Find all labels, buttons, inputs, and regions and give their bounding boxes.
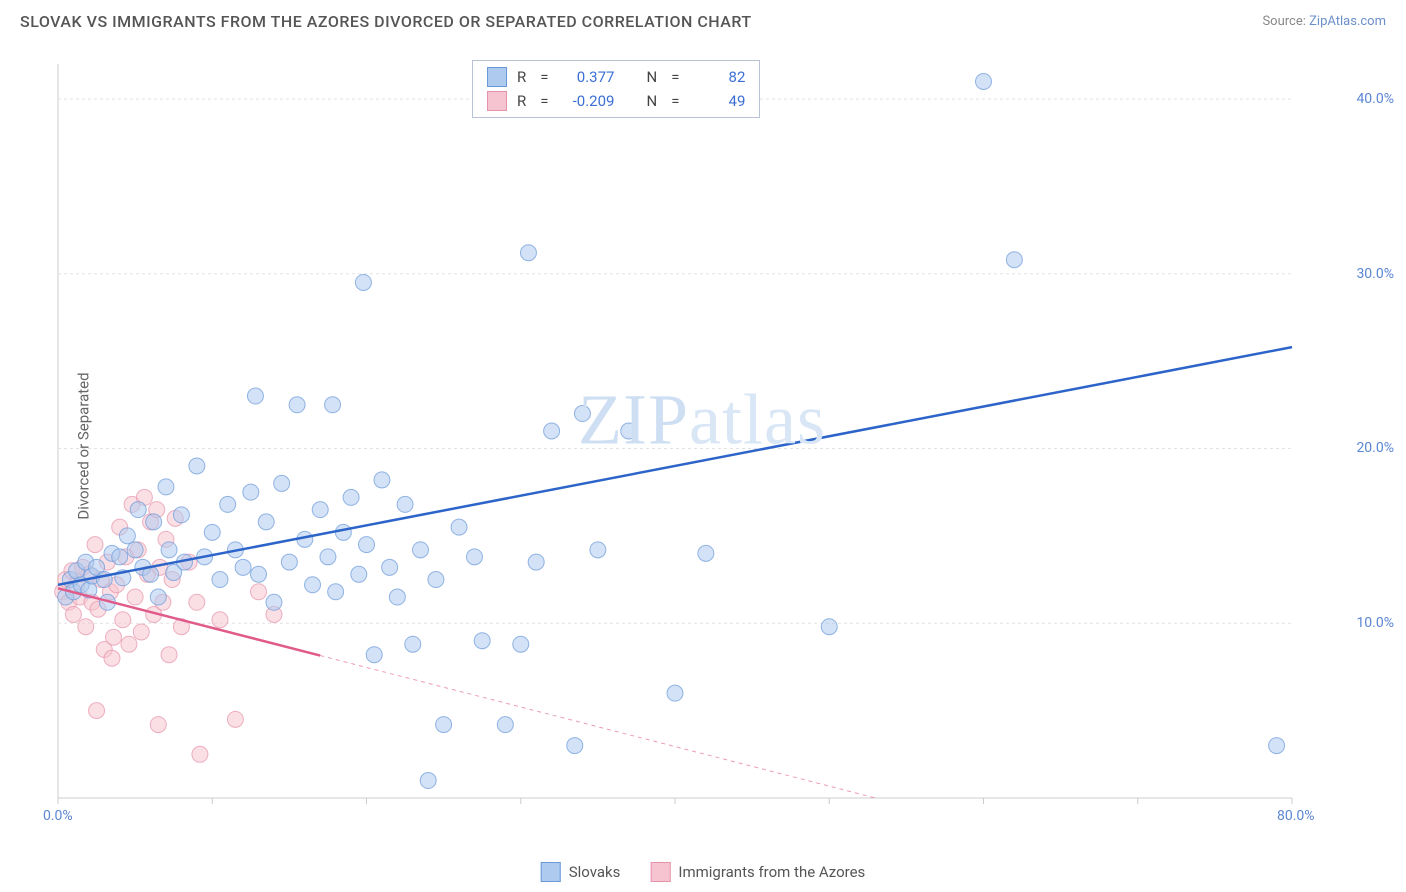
- scatter-plot: [52, 58, 1352, 828]
- x-tick-label: 0.0%: [43, 808, 73, 824]
- series-legend: Slovaks Immigrants from the Azores: [541, 862, 866, 882]
- correlation-stats-legend: R = 0.377 N = 82 R = -0.209 N = 49: [472, 60, 760, 118]
- n-value-azores: 49: [693, 92, 745, 110]
- legend-item-azores: Immigrants from the Azores: [650, 862, 865, 882]
- y-tick-label: 40.0%: [1356, 91, 1394, 107]
- stats-row-azores: R = -0.209 N = 49: [473, 89, 759, 113]
- legend-swatch-slovaks: [541, 862, 561, 882]
- swatch-slovaks: [487, 67, 507, 87]
- source-link[interactable]: ZipAtlas.com: [1309, 14, 1386, 29]
- r-value-slovaks: 0.377: [562, 68, 614, 86]
- y-tick-label: 10.0%: [1356, 615, 1394, 631]
- source-attribution: Source: ZipAtlas.com: [1262, 14, 1386, 29]
- chart-title: SLOVAK VS IMMIGRANTS FROM THE AZORES DIV…: [20, 12, 752, 31]
- n-value-slovaks: 82: [693, 68, 745, 86]
- legend-swatch-azores: [650, 862, 670, 882]
- stats-row-slovaks: R = 0.377 N = 82: [473, 65, 759, 89]
- y-tick-label: 30.0%: [1356, 266, 1394, 282]
- x-tick-label: 80.0%: [1277, 808, 1315, 824]
- y-tick-label: 20.0%: [1356, 440, 1394, 456]
- swatch-azores: [487, 91, 507, 111]
- legend-item-slovaks: Slovaks: [541, 862, 621, 882]
- chart-area: ZIPatlas R = 0.377 N = 82 R = -0.209 N =…: [52, 58, 1352, 828]
- r-value-azores: -0.209: [562, 92, 614, 110]
